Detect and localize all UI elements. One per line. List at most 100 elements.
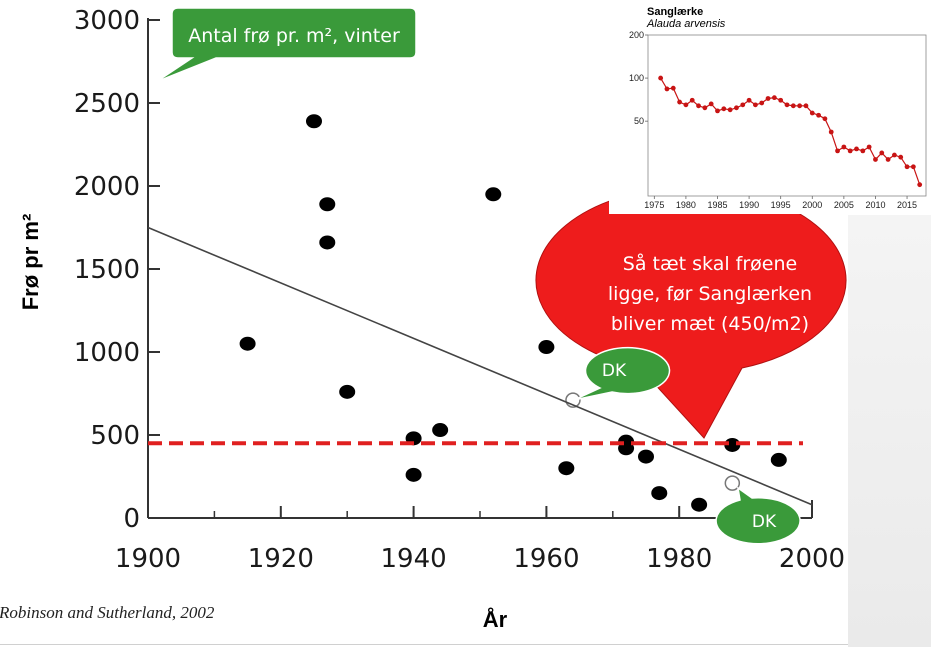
inset-point [683, 102, 689, 108]
inset-point [771, 95, 777, 101]
inset-point [721, 106, 727, 112]
y-tick-label: 2000 [74, 172, 140, 202]
inset-x-tick-label: 1980 [676, 200, 696, 210]
inset-point [702, 105, 708, 111]
inset-point [778, 97, 784, 103]
axes [147, 18, 813, 519]
inset-x-tick-label: 2015 [897, 200, 917, 210]
inset-x-tick-label: 1995 [771, 200, 791, 210]
inset-point [866, 144, 872, 150]
inset-point [860, 148, 866, 154]
inset-point [828, 129, 834, 135]
data-point [319, 235, 336, 250]
inset-y-tick-label: 200 [629, 30, 644, 40]
data-point [306, 114, 322, 129]
callout-text: bliver mæt (450/m2) [611, 313, 809, 335]
data-point [638, 449, 654, 464]
data-point [405, 467, 422, 482]
y-tick-label: 1500 [74, 255, 140, 285]
inset-y-tick-label: 100 [629, 73, 644, 83]
inset-point [841, 144, 847, 150]
data-point [319, 197, 336, 212]
inset-point [835, 148, 840, 154]
inset-point [708, 101, 714, 107]
data-point [770, 452, 787, 467]
inset-point [809, 110, 815, 116]
inset-background [609, 0, 931, 214]
inset-point [658, 75, 664, 81]
inset-x-tick-label: 1985 [707, 200, 727, 210]
x-tick-label: 1980 [646, 544, 712, 574]
callout-bubble [573, 346, 671, 401]
callout-text: Antal frø pr. m², vinter [188, 25, 400, 47]
inset-point [746, 97, 752, 103]
inset-point [753, 102, 758, 108]
inset-x-tick-label: 2000 [802, 200, 822, 210]
inset-frame [647, 34, 927, 197]
inset-point [765, 96, 771, 101]
inset-point [727, 107, 733, 113]
inset-point [664, 86, 670, 92]
inset-point [797, 103, 803, 109]
x-tick-label: 1940 [381, 544, 447, 574]
inset-point [677, 99, 682, 105]
data-point [339, 384, 356, 399]
data-point [485, 187, 502, 202]
inset-point [696, 103, 701, 109]
divider [0, 644, 848, 645]
y-tick-label: 500 [90, 421, 140, 451]
data-point [239, 336, 256, 351]
inset-point [670, 85, 676, 91]
callout-text: DK [752, 512, 777, 532]
inset-point [854, 146, 859, 152]
y-tick-label: 3000 [74, 6, 140, 36]
inset-point [885, 157, 891, 162]
inset-point [847, 148, 853, 154]
callout-text: Så tæt skal frøene [623, 252, 797, 275]
y-axis-label: Frø pr m² [18, 214, 43, 311]
data-point-dk [724, 475, 741, 491]
inset-point [879, 150, 885, 156]
data-point [558, 461, 575, 476]
data-point [651, 486, 668, 501]
inset-x-tick-label: 2010 [865, 200, 885, 210]
inset-point [822, 116, 828, 122]
inset-point [790, 103, 796, 109]
inset-point [892, 152, 897, 158]
y-tick-label: 0 [123, 504, 140, 534]
inset-point [759, 100, 765, 106]
inset-point [740, 102, 746, 108]
x-tick-label: 1960 [513, 544, 579, 574]
inset-x-tick-label: 2005 [834, 200, 854, 210]
citation: Robinson and Sutherland, 2002 [0, 603, 215, 622]
inset-point [904, 164, 910, 170]
callout-text: DK [602, 361, 627, 381]
x-tick-label: 1900 [115, 544, 181, 574]
callout-bubble [155, 7, 417, 83]
x-axis-ticks: 1900 1920 1940 1960 1980 2000 [115, 506, 845, 574]
callout-text: ligge, før Sanglærken [608, 283, 812, 305]
inset-point [910, 164, 916, 170]
data-point [432, 423, 449, 438]
callouts: Antal frø pr. m², vinter Så tæt skal frøe… [155, 7, 847, 545]
inset-point [898, 154, 904, 160]
data-point [691, 497, 708, 512]
chart-lines [147, 226, 813, 506]
y-axis-ticks: 0 500 1000 1500 2000 2500 3000 [74, 6, 160, 534]
x-axis-label: År [483, 606, 508, 632]
y-tick-label: 1000 [74, 338, 140, 368]
inset-point [715, 108, 720, 114]
callout-bubble [715, 486, 801, 545]
x-tick-label: 1920 [248, 544, 314, 574]
inset-x-tick-label: 1975 [644, 200, 664, 210]
inset-point [689, 97, 695, 103]
inset-title: Sanglærke [647, 6, 703, 18]
inset-y-tick-label: 50 [634, 116, 644, 126]
x-tick-label: 2000 [779, 544, 845, 574]
inset-point [873, 157, 878, 162]
trend-line [147, 226, 813, 506]
inset-subtitle: Alauda arvensis [646, 18, 726, 30]
inset-point [734, 105, 739, 111]
side-panel [848, 215, 931, 647]
